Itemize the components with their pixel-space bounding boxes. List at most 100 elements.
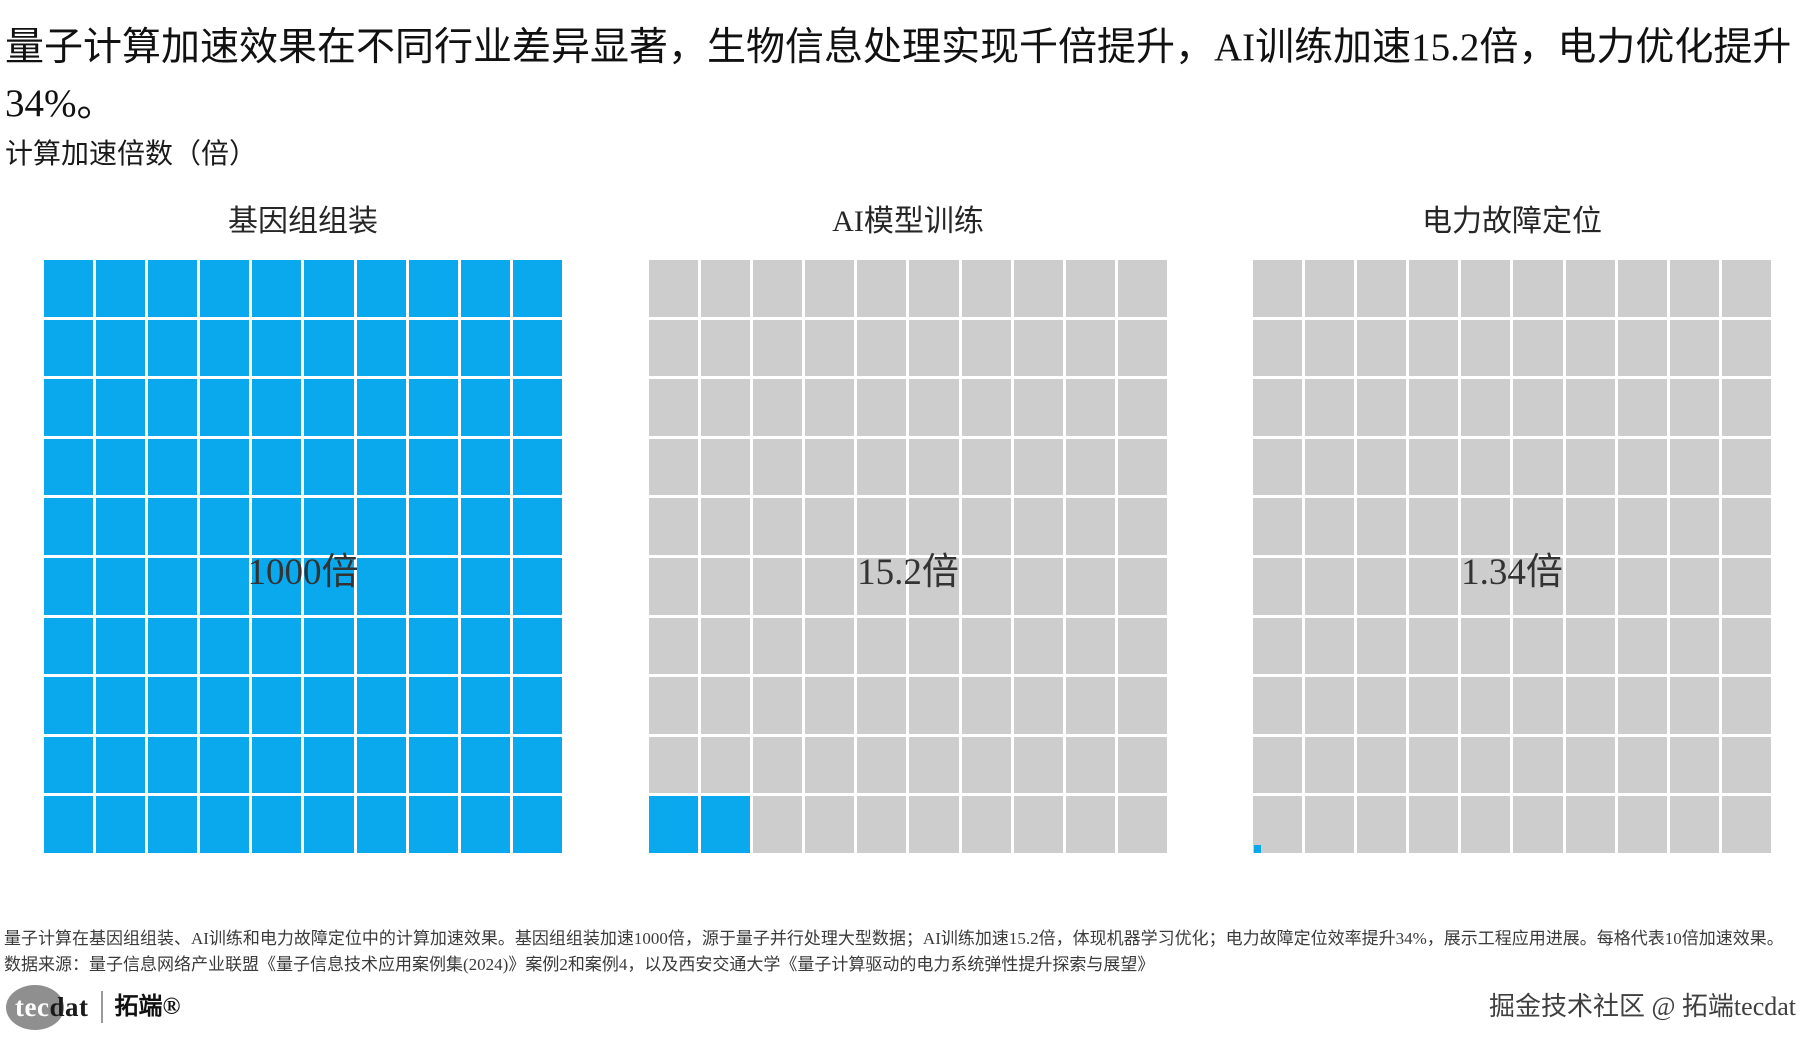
waffle-cell: [1013, 319, 1063, 377]
waffle-cell: [512, 379, 562, 436]
waffle-cell: [1565, 379, 1615, 436]
waffle-cell: [1409, 557, 1459, 615]
logo-wordmark-dat: dat: [49, 992, 89, 1022]
waffle-cell: [200, 260, 250, 317]
waffle-cell: [805, 677, 855, 734]
waffle-cell: [44, 796, 94, 853]
waffle-cell: [1513, 379, 1563, 436]
waffle-cell: [512, 736, 562, 794]
waffle-cell: [1065, 498, 1115, 555]
waffle-cell: [805, 498, 855, 555]
figure-headline: 量子计算加速效果在不同行业差异显著，生物信息处理实现千倍提升，AI训练加速15.…: [5, 26, 1792, 126]
waffle-cell: [909, 319, 959, 377]
waffle-cell: [1617, 796, 1667, 853]
waffle-cell: [356, 677, 406, 734]
waffle-cell: [460, 260, 510, 317]
waffle-cell: [356, 379, 406, 436]
waffle-cell: [753, 438, 803, 496]
waffle-cell: [1013, 379, 1063, 436]
waffle-cell: [44, 677, 94, 734]
waffle-cell: [909, 557, 959, 615]
partial-fill-marker: [1254, 845, 1261, 853]
waffle-cell: [1721, 438, 1771, 496]
waffle-cell: [1117, 677, 1167, 734]
waffle-cell: [753, 796, 803, 853]
waffle-cell: [1357, 677, 1407, 734]
waffle-cell: [1409, 796, 1459, 853]
waffle-grid: [649, 260, 1167, 853]
waffle-cell: [200, 379, 250, 436]
waffle-cell: [1669, 438, 1719, 496]
waffle-cell: [1253, 260, 1303, 317]
waffle-cell: [1669, 498, 1719, 555]
waffle-cell: [649, 617, 699, 675]
waffle-cell: [1253, 736, 1303, 794]
waffle-cell: [1461, 498, 1511, 555]
waffle-cell: [857, 319, 907, 377]
waffle-cell: [1461, 736, 1511, 794]
waffle-cell: [649, 260, 699, 317]
waffle-cell: [1565, 796, 1615, 853]
waffle-cell: [909, 677, 959, 734]
waffle-cell: [96, 319, 146, 377]
waffle-cell: [252, 319, 302, 377]
waffle-cell: [805, 438, 855, 496]
waffle-cell: [304, 557, 354, 615]
waffle-cell: [44, 557, 94, 615]
waffle-cell: [356, 319, 406, 377]
waffle-cell: [1669, 617, 1719, 675]
waffle-grid: [44, 260, 562, 853]
waffle-cell: [649, 438, 699, 496]
waffle-cell: [753, 557, 803, 615]
panel-ai-training: AI模型训练 15.2倍: [649, 196, 1167, 853]
waffle-cell: [408, 736, 458, 794]
waffle-cell: [304, 617, 354, 675]
waffle-cell: [1513, 319, 1563, 377]
waffle-cell: [96, 677, 146, 734]
waffle-grid-wrap: 15.2倍: [649, 260, 1167, 853]
waffle-cell: [1513, 617, 1563, 675]
waffle-cell: [1065, 319, 1115, 377]
waffle-cell: [356, 736, 406, 794]
waffle-cell: [909, 438, 959, 496]
waffle-cell: [1013, 438, 1063, 496]
waffle-cell: [1617, 319, 1667, 377]
waffle-cell: [200, 796, 250, 853]
waffle-cell: [1617, 617, 1667, 675]
waffle-cell: [148, 796, 198, 853]
waffle-cell: [701, 438, 751, 496]
waffle-cell: [200, 617, 250, 675]
waffle-cell: [460, 438, 510, 496]
waffle-cell: [805, 736, 855, 794]
waffle-cell: [1461, 677, 1511, 734]
waffle-cell: [1461, 319, 1511, 377]
waffle-cell: [1117, 438, 1167, 496]
waffle-cell: [1721, 796, 1771, 853]
waffle-cell: [304, 260, 354, 317]
waffle-cell: [1065, 438, 1115, 496]
waffle-cell: [1117, 319, 1167, 377]
waffle-cell: [1721, 617, 1771, 675]
waffle-cell: [1253, 677, 1303, 734]
waffle-cell: [252, 796, 302, 853]
waffle-cell: [1013, 498, 1063, 555]
waffle-cell: [961, 260, 1011, 317]
waffle-grid-wrap: 1000倍: [44, 260, 562, 853]
waffle-cell: [460, 796, 510, 853]
waffle-cell: [1721, 379, 1771, 436]
waffle-cell: [857, 498, 907, 555]
waffle-cell: [512, 498, 562, 555]
waffle-cell: [252, 736, 302, 794]
waffle-cell: [909, 736, 959, 794]
waffle-cell: [1305, 736, 1355, 794]
waffle-cell: [1065, 796, 1115, 853]
waffle-cell: [1117, 379, 1167, 436]
waffle-cell: [649, 557, 699, 615]
waffle-cell: [96, 617, 146, 675]
waffle-cell: [1117, 260, 1167, 317]
waffle-cell: [1065, 557, 1115, 615]
waffle-cell: [805, 617, 855, 675]
waffle-cell: [909, 796, 959, 853]
waffle-cell: [1513, 677, 1563, 734]
waffle-cell: [1253, 796, 1303, 853]
